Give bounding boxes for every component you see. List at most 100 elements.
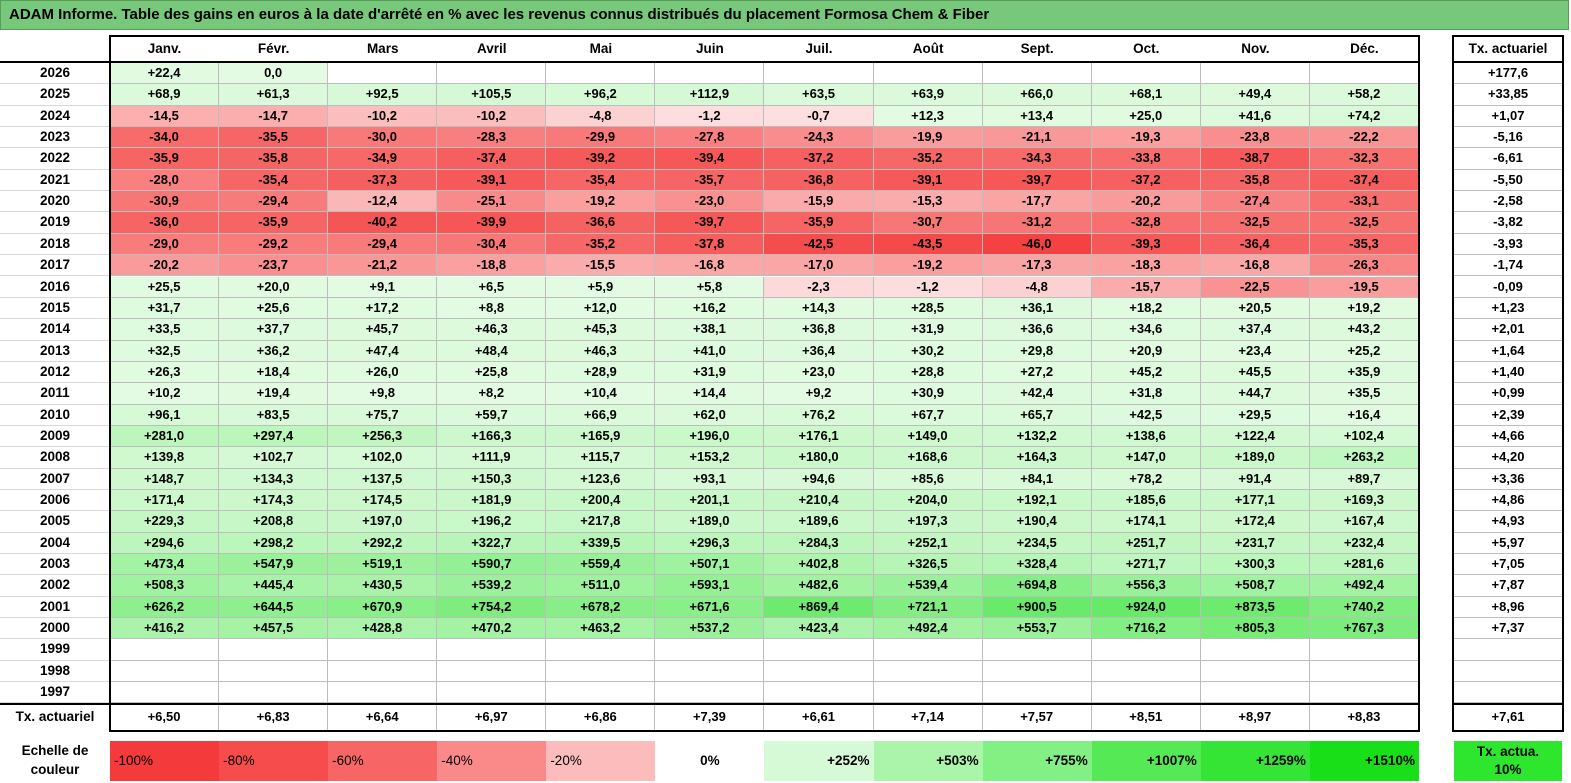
table-cell[interactable] [546, 682, 656, 704]
table-cell[interactable]: +416,2 [110, 618, 220, 640]
table-cell[interactable]: +174,5 [328, 490, 438, 512]
table-cell[interactable]: -35,9 [219, 212, 329, 234]
rate-cell[interactable]: -2,58 [1454, 191, 1562, 213]
table-cell[interactable]: +873,5 [1200, 596, 1310, 619]
table-cell[interactable]: +201,1 [655, 490, 765, 512]
table-cell[interactable]: +35,9 [1309, 361, 1419, 384]
table-cell[interactable]: -39,1 [437, 169, 547, 192]
table-cell[interactable]: +166,3 [437, 425, 547, 448]
table-cell[interactable]: +25,6 [219, 297, 329, 320]
table-cell[interactable]: +45,2 [1091, 361, 1201, 384]
table-cell[interactable]: +25,8 [437, 361, 547, 384]
table-cell[interactable]: +83,5 [219, 404, 329, 426]
table-cell[interactable]: +63,5 [764, 84, 874, 106]
table-cell[interactable]: +547,9 [219, 554, 329, 576]
table-cell[interactable]: +16,2 [655, 297, 765, 320]
table-cell[interactable]: +32,5 [110, 340, 220, 362]
table-cell[interactable]: +678,2 [546, 596, 656, 619]
table-cell[interactable]: +102,0 [328, 447, 438, 469]
table-cell[interactable]: -1,2 [655, 105, 765, 128]
table-cell[interactable]: +263,2 [1309, 447, 1419, 469]
table-cell[interactable] [655, 639, 765, 661]
table-cell[interactable]: +36,8 [764, 319, 874, 341]
table-cell[interactable]: +231,7 [1200, 532, 1310, 555]
table-cell[interactable]: -36,0 [110, 212, 220, 234]
table-cell[interactable]: -35,4 [546, 169, 656, 192]
table-cell[interactable]: -17,3 [982, 255, 1092, 277]
rate-cell[interactable]: +2,01 [1454, 319, 1562, 341]
table-cell[interactable]: +10,2 [110, 383, 220, 405]
table-cell[interactable]: -37,2 [1091, 169, 1201, 192]
table-cell[interactable]: +45,3 [546, 319, 656, 341]
table-cell[interactable]: +14,4 [655, 383, 765, 405]
table-cell[interactable]: +326,5 [873, 554, 983, 576]
rate-cell[interactable]: -5,16 [1454, 127, 1562, 149]
table-cell[interactable]: +284,3 [764, 532, 874, 555]
table-cell[interactable]: +767,3 [1309, 618, 1419, 640]
table-cell[interactable] [1091, 63, 1201, 85]
table-cell[interactable] [1200, 682, 1310, 704]
table-cell[interactable]: +300,3 [1200, 554, 1310, 576]
table-cell[interactable] [655, 63, 765, 85]
table-cell[interactable]: -0,7 [764, 105, 874, 128]
table-cell[interactable]: +67,7 [873, 404, 983, 426]
table-cell[interactable]: -36,4 [1200, 233, 1310, 256]
table-cell[interactable]: +84,1 [982, 468, 1092, 490]
table-cell[interactable] [982, 639, 1092, 661]
table-cell[interactable]: +31,7 [110, 297, 220, 320]
table-cell[interactable]: +229,3 [110, 511, 220, 533]
table-cell[interactable]: +66,9 [546, 404, 656, 426]
table-cell[interactable]: +102,7 [219, 447, 329, 469]
table-cell[interactable]: +5,8 [655, 276, 765, 298]
footer-rate-cell[interactable]: +7,61 [1491, 708, 1525, 724]
table-cell[interactable]: -10,2 [437, 105, 547, 128]
table-cell[interactable]: -14,5 [110, 105, 220, 128]
table-cell[interactable]: +42,4 [982, 383, 1092, 405]
table-cell[interactable]: +92,5 [328, 84, 438, 106]
table-cell[interactable]: +25,2 [1309, 340, 1419, 362]
table-cell[interactable] [1200, 660, 1310, 683]
table-cell[interactable]: -35,9 [110, 148, 220, 170]
table-cell[interactable]: +18,2 [1091, 297, 1201, 320]
table-cell[interactable]: +196,2 [437, 511, 547, 533]
table-cell[interactable]: -35,2 [873, 148, 983, 170]
table-cell[interactable]: -19,2 [546, 191, 656, 213]
rate-cell[interactable]: +7,05 [1454, 554, 1562, 576]
table-cell[interactable]: +204,0 [873, 490, 983, 512]
table-cell[interactable]: +19,4 [219, 383, 329, 405]
table-cell[interactable] [1091, 660, 1201, 683]
table-cell[interactable]: -12,4 [328, 191, 438, 213]
table-cell[interactable]: +28,9 [546, 361, 656, 384]
table-cell[interactable]: -39,3 [1091, 233, 1201, 256]
table-cell[interactable]: -23,8 [1200, 127, 1310, 149]
table-cell[interactable]: -21,2 [328, 255, 438, 277]
table-cell[interactable]: -4,8 [982, 276, 1092, 298]
table-cell[interactable]: +190,4 [982, 511, 1092, 533]
table-cell[interactable]: -35,9 [764, 212, 874, 234]
table-cell[interactable]: +423,4 [764, 618, 874, 640]
table-cell[interactable]: +492,4 [873, 618, 983, 640]
table-cell[interactable]: +716,2 [1091, 618, 1201, 640]
table-cell[interactable]: -33,8 [1091, 148, 1201, 170]
table-cell[interactable]: +172,4 [1200, 511, 1310, 533]
table-cell[interactable]: +123,6 [546, 468, 656, 490]
table-cell[interactable]: +96,1 [110, 404, 220, 426]
table-cell[interactable]: +22,4 [110, 63, 220, 85]
table-cell[interactable] [873, 682, 983, 704]
table-cell[interactable]: +196,0 [655, 425, 765, 448]
table-cell[interactable]: -30,4 [437, 233, 547, 256]
table-cell[interactable]: +85,6 [873, 468, 983, 490]
table-cell[interactable]: +9,1 [328, 276, 438, 298]
table-cell[interactable]: +8,2 [437, 383, 547, 405]
table-cell[interactable]: +593,1 [655, 575, 765, 597]
rate-cell[interactable]: +1,07 [1454, 106, 1562, 128]
rate-cell[interactable]: +1,40 [1454, 362, 1562, 384]
table-cell[interactable]: +430,5 [328, 575, 438, 597]
table-cell[interactable] [1200, 63, 1310, 85]
table-cell[interactable]: -38,7 [1200, 148, 1310, 170]
table-cell[interactable]: +328,4 [982, 554, 1092, 576]
table-cell[interactable] [764, 639, 874, 661]
table-cell[interactable]: +492,4 [1309, 575, 1419, 597]
table-cell[interactable]: +164,3 [982, 447, 1092, 469]
table-cell[interactable]: +9,8 [328, 383, 438, 405]
